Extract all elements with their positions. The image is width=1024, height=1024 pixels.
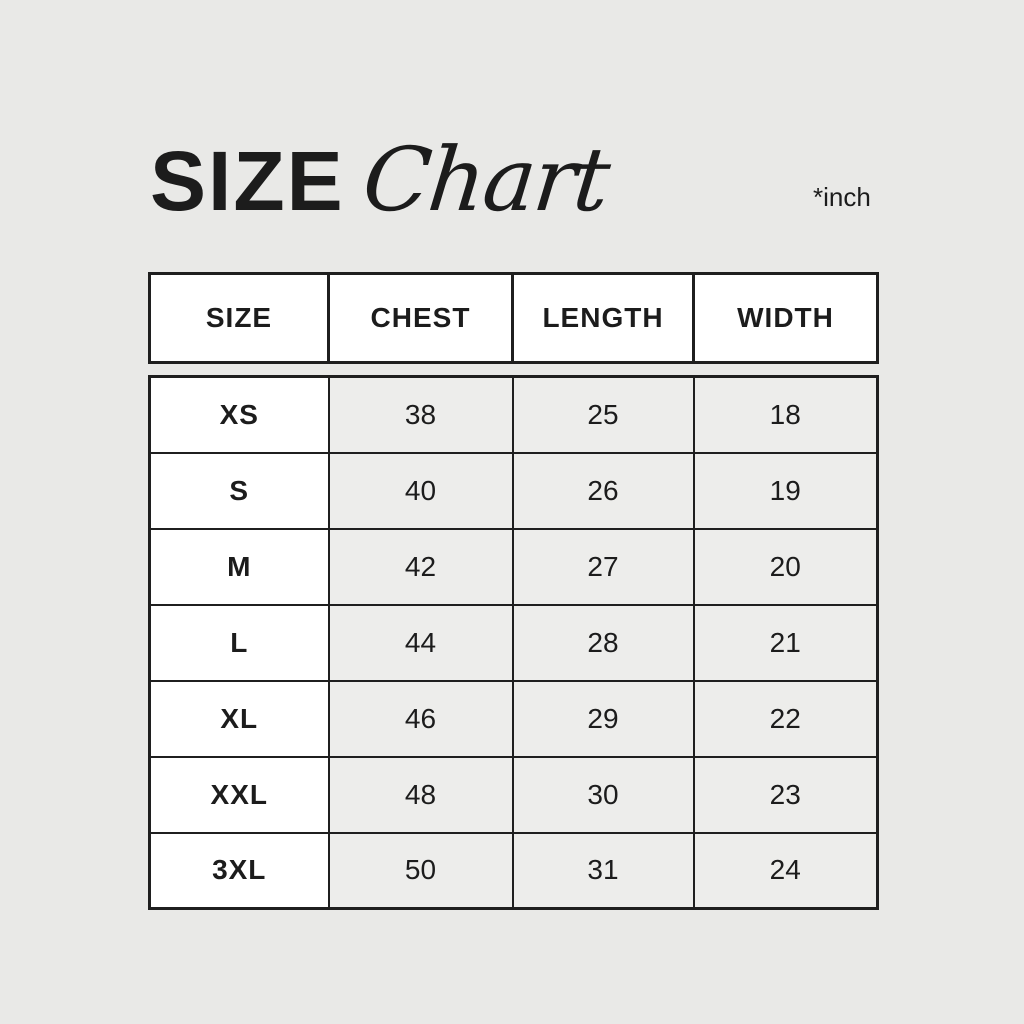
chest-value-cell: 44 <box>327 603 514 682</box>
table-row-l: L 44 28 21 <box>148 603 879 682</box>
width-value-cell: 22 <box>692 679 879 758</box>
table-row-3xl: 3XL 50 31 24 <box>148 831 879 910</box>
width-value-cell: 18 <box>692 375 879 454</box>
table-row-s: S 40 26 19 <box>148 451 879 530</box>
length-value-cell: 26 <box>511 451 695 530</box>
size-label-cell: L <box>148 603 330 682</box>
size-label-cell: XS <box>148 375 330 454</box>
chest-value-cell: 46 <box>327 679 514 758</box>
table-row-xs: XS 38 25 18 <box>148 375 879 454</box>
column-header-length: LENGTH <box>511 272 695 364</box>
width-value-cell: 21 <box>692 603 879 682</box>
length-value-cell: 31 <box>511 831 695 910</box>
table-row-xxl: XXL 48 30 23 <box>148 755 879 834</box>
size-label-cell: S <box>148 451 330 530</box>
chest-value-cell: 48 <box>327 755 514 834</box>
title-size-text: SIZE <box>150 134 345 228</box>
table-row-m: M 42 27 20 <box>148 527 879 606</box>
width-value-cell: 19 <box>692 451 879 530</box>
length-value-cell: 30 <box>511 755 695 834</box>
length-value-cell: 25 <box>511 375 695 454</box>
chest-value-cell: 42 <box>327 527 514 606</box>
chest-value-cell: 40 <box>327 451 514 530</box>
size-table-header: SIZE CHEST LENGTH WIDTH <box>148 272 879 364</box>
width-value-cell: 20 <box>692 527 879 606</box>
table-row-xl: XL 46 29 22 <box>148 679 879 758</box>
width-value-cell: 24 <box>692 831 879 910</box>
column-header-size: SIZE <box>148 272 330 364</box>
length-value-cell: 28 <box>511 603 695 682</box>
length-value-cell: 29 <box>511 679 695 758</box>
header-row: SIZE CHEST LENGTH WIDTH <box>148 272 879 364</box>
chest-value-cell: 50 <box>327 831 514 910</box>
title-chart-script-text: Chart <box>357 128 613 231</box>
size-label-cell: 3XL <box>148 831 330 910</box>
chest-value-cell: 38 <box>327 375 514 454</box>
length-value-cell: 27 <box>511 527 695 606</box>
column-header-chest: CHEST <box>327 272 514 364</box>
size-chart-table-area: SIZE CHEST LENGTH WIDTH XS 38 25 18 S 40… <box>148 272 879 910</box>
column-header-width: WIDTH <box>692 272 879 364</box>
unit-note: *inch <box>813 182 871 212</box>
size-table-body: XS 38 25 18 S 40 26 19 M 42 27 20 L 44 2… <box>148 375 879 910</box>
size-label-cell: XXL <box>148 755 330 834</box>
width-value-cell: 23 <box>692 755 879 834</box>
size-label-cell: XL <box>148 679 330 758</box>
size-label-cell: M <box>148 527 330 606</box>
page-title: SIZE Chart <box>150 128 613 231</box>
